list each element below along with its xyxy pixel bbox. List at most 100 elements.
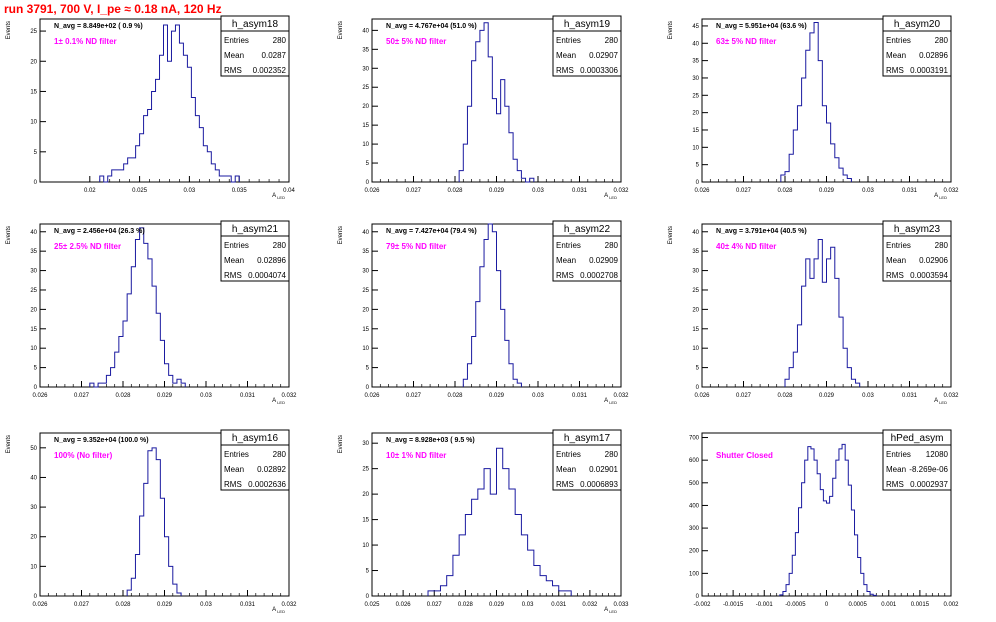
x-tick-label: 0.029 (819, 188, 835, 194)
stats-entries-value: 280 (273, 241, 287, 250)
histogram-bin (488, 57, 492, 182)
histogram-bin (211, 164, 215, 182)
histogram-panel-h_asym16: 0.026 0.027 0.028 0.029 0.03 0.031 0.032 0 10 20 3… (6, 429, 297, 614)
histogram-bin (223, 176, 227, 182)
x-tick-label: -0.0005 (785, 602, 806, 608)
y-tick-label: 15 (692, 327, 699, 333)
y-axis-label: Events (668, 21, 674, 39)
x-tick-label: 0.033 (613, 602, 629, 608)
histogram-line (779, 443, 877, 596)
y-tick-label: 0 (34, 385, 38, 391)
y-tick-label: 20 (30, 307, 37, 313)
y-tick-label: 0 (696, 594, 700, 600)
filter-label: 25± 2.5% ND filter (54, 242, 121, 251)
stats-box (552, 220, 622, 282)
filter-label: 10± 1% ND filter (386, 451, 446, 460)
filter-label: 63± 5% ND filter (716, 37, 776, 46)
histogram-bin (546, 581, 552, 596)
histogram-bin (565, 591, 571, 596)
y-tick-label: 100 (689, 571, 700, 577)
stats-rms-label: RMS (556, 66, 574, 75)
histogram-bin (160, 340, 164, 387)
histogram-bin (106, 375, 110, 387)
y-tick-label: 0 (34, 594, 38, 600)
x-tick-label: 0.028 (447, 188, 463, 194)
histogram-bin (472, 337, 476, 387)
histogram-name: h_asym16 (232, 433, 279, 444)
stats-box (552, 15, 622, 77)
histogram-bin (144, 116, 148, 182)
y-tick-label: 10 (692, 145, 699, 151)
y-axis-label: Events (338, 21, 344, 39)
x-tick-label: 0.026 (364, 393, 380, 399)
filter-label: 50± 5% ND filter (386, 37, 446, 46)
y-tick-label: 25 (30, 288, 37, 294)
x-tick-label: 0.032 (613, 188, 629, 194)
x-tick-label: 0.032 (613, 393, 629, 399)
navg-label: N_avg = 8.928e+03 ( 9.5 %) (386, 437, 475, 444)
x-tick-label: 0.03 (532, 188, 544, 194)
x-tick-label: 0.027 (427, 602, 443, 608)
x-tick-label: 0.031 (902, 393, 918, 399)
y-tick-label: 10 (30, 346, 37, 352)
y-tick-label: 20 (30, 59, 37, 65)
y-tick-label: 5 (34, 366, 38, 372)
stats-rms-value: 0.0002937 (910, 480, 948, 489)
histogram-bin (851, 379, 855, 387)
filter-label: 40± 4% ND filter (716, 242, 776, 251)
histogram-bin (818, 61, 822, 182)
x-tick-label: 0.029 (489, 188, 505, 194)
plot-frame (39, 18, 290, 183)
x-tick-label: 0.03 (200, 602, 212, 608)
histogram-bin (822, 106, 826, 182)
y-tick-label: 400 (689, 503, 700, 509)
y-tick-label: 45 (692, 24, 699, 30)
y-axis-label: Events (6, 21, 12, 39)
histogram-bin (167, 61, 171, 182)
stats-entries-label: Entries (556, 450, 581, 459)
histogram-bin (480, 30, 484, 182)
x-tick-label: 0.02 (84, 188, 96, 194)
histogram-bin (123, 321, 127, 387)
stats-mean-label: Mean (886, 51, 906, 60)
x-tick-label: 0.03 (862, 188, 874, 194)
stats-entries-value: 12080 (926, 450, 949, 459)
x-tick-label: 0.027 (406, 188, 422, 194)
histogram-bin (98, 383, 102, 387)
y-tick-label: 15 (30, 89, 37, 95)
x-tick-label: 0.029 (157, 393, 173, 399)
x-tick-label: 0.027 (406, 393, 422, 399)
y-tick-label: 35 (362, 47, 369, 53)
histogram-bin (181, 383, 185, 387)
x-tick-label: 0.026 (694, 188, 710, 194)
histogram-bin (497, 114, 501, 182)
y-tick-label: 40 (692, 230, 699, 236)
y-tick-label: 35 (692, 59, 699, 65)
histogram-bin (509, 364, 513, 387)
x-tick-label: 0.03 (200, 393, 212, 399)
y-axis-label: Events (6, 435, 12, 453)
histogram-bin (802, 286, 806, 387)
x-tick-label: 0.032 (281, 393, 297, 399)
histogram-bin (476, 302, 480, 387)
x-tick-label: 0.031 (572, 393, 588, 399)
histogram-bin (503, 469, 509, 596)
y-tick-label: 30 (692, 76, 699, 82)
y-tick-label: 500 (689, 481, 700, 487)
stats-mean-value: 0.02909 (589, 256, 618, 265)
histogram-bin (132, 158, 136, 182)
stats-entries-label: Entries (224, 36, 249, 45)
histogram-bin (509, 489, 515, 596)
y-tick-label: 200 (689, 549, 700, 555)
y-tick-label: 10 (30, 564, 37, 570)
y-tick-label: 40 (362, 230, 369, 236)
stats-rms-value: 0.0002636 (248, 480, 286, 489)
histogram-bin (513, 159, 517, 182)
stats-entries-label: Entries (886, 450, 911, 459)
histogram-bin (528, 550, 534, 596)
y-tick-label: 15 (362, 123, 369, 129)
histogram-name: h_asym20 (894, 19, 941, 30)
histogram-bin (492, 99, 496, 182)
stats-mean-label: Mean (556, 256, 576, 265)
y-tick-label: 15 (362, 518, 369, 524)
